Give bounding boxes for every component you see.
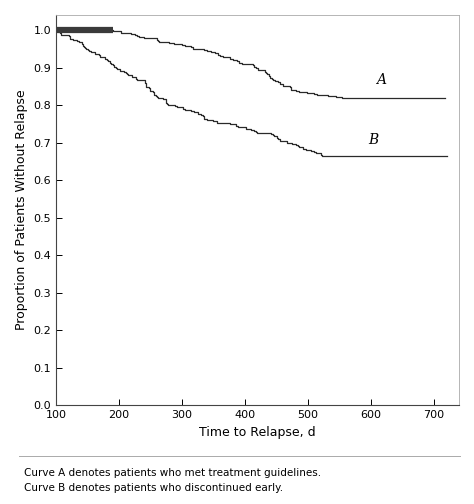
Y-axis label: Proportion of Patients Without Relapse: Proportion of Patients Without Relapse	[15, 90, 28, 331]
Text: Curve B denotes patients who discontinued early.: Curve B denotes patients who discontinue…	[24, 483, 283, 493]
Text: B: B	[368, 134, 378, 148]
X-axis label: Time to Relapse, d: Time to Relapse, d	[199, 425, 316, 438]
Text: Curve A denotes patients who met treatment guidelines.: Curve A denotes patients who met treatme…	[24, 468, 321, 478]
Text: A: A	[376, 74, 386, 87]
